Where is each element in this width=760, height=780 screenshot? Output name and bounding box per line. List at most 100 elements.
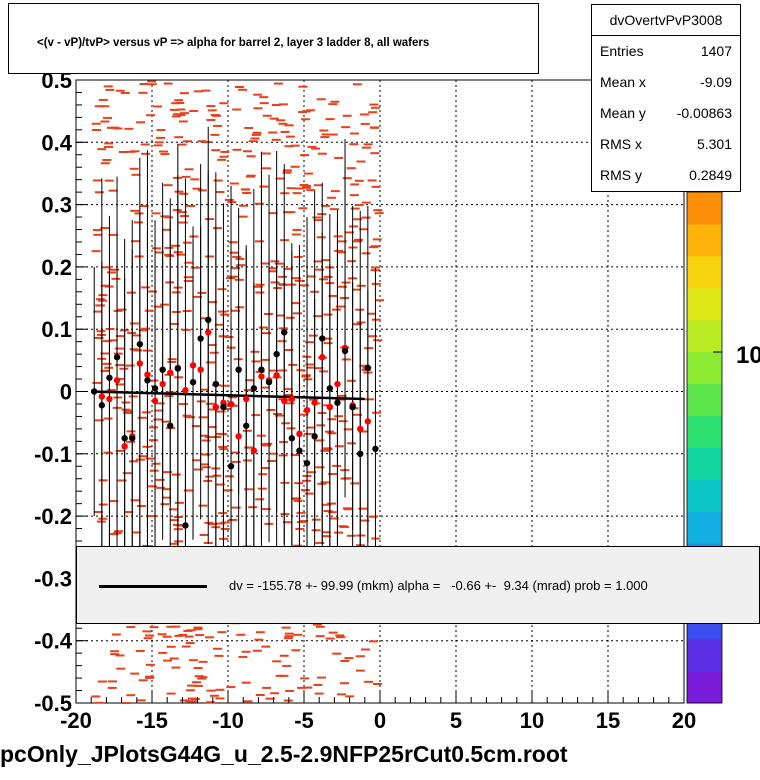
- histogram-cell: [227, 201, 237, 204]
- histogram-cell: [238, 215, 248, 218]
- histogram-cell: [342, 177, 352, 180]
- histogram-cell: [163, 471, 173, 474]
- histogram-cell: [136, 699, 146, 702]
- histogram-cell: [371, 266, 381, 269]
- histogram-cell: [224, 475, 234, 478]
- black-marker: [273, 350, 280, 358]
- histogram-cell: [184, 261, 194, 264]
- histogram-cell: [205, 475, 215, 478]
- histogram-cell: [315, 541, 325, 544]
- histogram-cell: [114, 347, 124, 350]
- histogram-cell: [334, 445, 344, 448]
- histogram-cell: [201, 466, 211, 469]
- histogram-cell: [301, 375, 311, 378]
- histogram-cell: [219, 155, 229, 158]
- red-marker: [121, 443, 128, 450]
- histogram-cell: [284, 632, 294, 635]
- histogram-cell: [291, 649, 301, 652]
- histogram-cell: [303, 686, 313, 689]
- histogram-cell: [197, 291, 207, 294]
- histogram-cell: [311, 518, 321, 521]
- histogram-cell: [130, 499, 140, 502]
- histogram-cell: [269, 117, 279, 120]
- histogram-cell: [135, 458, 145, 461]
- red-marker: [303, 406, 311, 414]
- black-marker: [341, 347, 349, 355]
- histogram-cell: [136, 121, 146, 124]
- stats-value: 5.301: [696, 136, 732, 152]
- palette-band: [687, 479, 722, 512]
- histogram-cell: [349, 225, 359, 228]
- black-marker: [349, 403, 356, 411]
- histogram-cell: [360, 648, 370, 651]
- histogram-cell: [232, 108, 242, 111]
- histogram-cell: [192, 459, 202, 462]
- histogram-cell: [181, 175, 191, 178]
- black-marker: [129, 435, 136, 442]
- histogram-cell: [219, 102, 229, 105]
- histogram-cell: [138, 679, 148, 682]
- fit-legend-text: dv = -155.78 +- 99.99 (mkm) alpha = -0.6…: [229, 578, 648, 593]
- histogram-cell: [164, 216, 174, 219]
- histogram-cell: [189, 700, 199, 703]
- histogram-cell: [328, 631, 338, 634]
- histogram-cell: [282, 171, 292, 174]
- black-marker: [258, 366, 265, 373]
- histogram-cell: [235, 257, 245, 260]
- histogram-cell: [246, 174, 256, 177]
- histogram-cell: [105, 327, 115, 330]
- histogram-cell: [291, 302, 301, 305]
- histogram-cell: [148, 290, 158, 293]
- histogram-cell: [228, 396, 238, 399]
- histogram-cell: [147, 485, 157, 488]
- histogram-cell: [312, 623, 322, 626]
- histogram-cell: [255, 283, 265, 286]
- histogram-cell: [215, 191, 225, 194]
- stats-label: RMS y: [600, 167, 642, 183]
- histogram-cell: [206, 689, 216, 692]
- histogram-cell: [327, 502, 337, 505]
- histogram-cell: [328, 472, 338, 475]
- histogram-cell: [257, 487, 267, 490]
- histogram-cell: [224, 198, 234, 201]
- histogram-cell: [193, 626, 203, 629]
- palette-band: [687, 671, 722, 704]
- histogram-cell: [301, 184, 311, 187]
- histogram-cell: [171, 310, 181, 313]
- red-marker: [250, 447, 258, 454]
- histogram-cell: [296, 369, 306, 372]
- histogram-cell: [151, 212, 161, 215]
- histogram-cell: [290, 144, 300, 147]
- histogram-cell: [208, 523, 218, 526]
- histogram-cell: [182, 414, 192, 417]
- histogram-cell: [318, 278, 328, 281]
- black-marker: [303, 459, 311, 467]
- histogram-cell: [124, 511, 134, 514]
- histogram-cell: [114, 530, 124, 533]
- histogram-cell: [316, 98, 326, 101]
- histogram-cell: [311, 147, 321, 150]
- histogram-cell: [128, 460, 138, 463]
- histogram-cell: [171, 473, 181, 476]
- histogram-cell: [185, 416, 195, 419]
- histogram-cell: [207, 109, 217, 112]
- histogram-cell: [126, 291, 136, 294]
- histogram-cell: [242, 459, 252, 462]
- histogram-cell: [218, 512, 228, 515]
- histogram-cell: [163, 184, 173, 187]
- histogram-cell: [94, 419, 104, 422]
- histogram-cell: [315, 635, 325, 638]
- histogram-cell: [334, 415, 344, 418]
- histogram-cell: [111, 633, 121, 636]
- histogram-cell: [333, 235, 343, 238]
- histogram-cell: [282, 521, 292, 524]
- histogram-cell: [206, 402, 216, 405]
- histogram-cell: [332, 652, 342, 655]
- fit-line: [91, 390, 365, 401]
- black-marker: [235, 366, 242, 373]
- histogram-cell: [270, 260, 280, 263]
- red-marker: [159, 380, 166, 388]
- histogram-cell: [217, 631, 227, 634]
- histogram-cell: [199, 533, 209, 536]
- histogram-cell: [174, 501, 184, 504]
